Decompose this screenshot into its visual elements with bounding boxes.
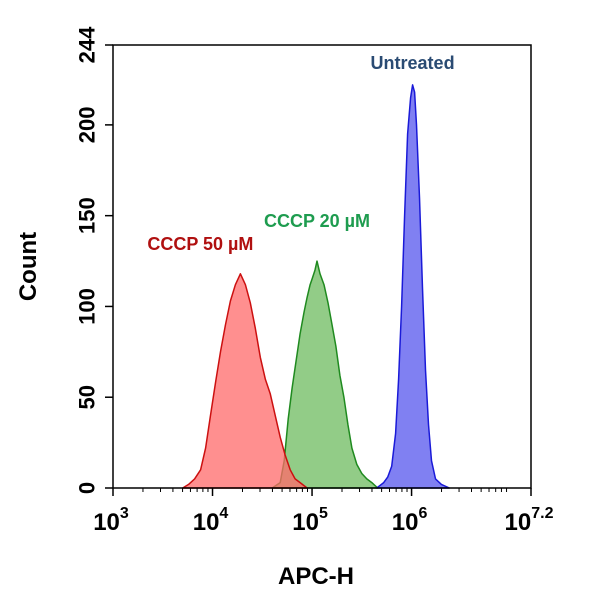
series-label: CCCP 20 µM: [264, 211, 370, 231]
series-label-layer: CCCP 20 µM CCCP 50 µM Untreated: [147, 53, 454, 254]
y-tick-label: 244: [75, 26, 100, 63]
x-tick-label: 107.2: [505, 505, 554, 536]
series-label: CCCP 50 µM: [147, 234, 253, 254]
y-tick-label: 200: [75, 107, 100, 144]
series-layer: [181, 84, 451, 489]
tick-layer: 0 50 100 150 200 244 103 104 105 106 107.2: [75, 26, 554, 536]
y-tick-label: 150: [75, 197, 100, 234]
series-label: Untreated: [371, 53, 455, 73]
x-tick-label: 103: [93, 505, 129, 536]
plot-area-frame: [112, 44, 532, 489]
x-tick-label: 105: [292, 505, 328, 536]
y-tick-label: 50: [75, 385, 100, 409]
y-tick-label: 0: [75, 482, 100, 494]
histogram-series-0: [271, 260, 379, 489]
y-tick-label: 100: [75, 288, 100, 325]
histogram-series-1: [181, 273, 308, 489]
y-axis-title: Count: [15, 232, 42, 301]
x-tick-label: 106: [392, 505, 428, 536]
histogram-series-2: [375, 84, 451, 489]
x-axis-title: APC-H: [278, 563, 354, 590]
x-tick-label: 104: [193, 505, 229, 536]
